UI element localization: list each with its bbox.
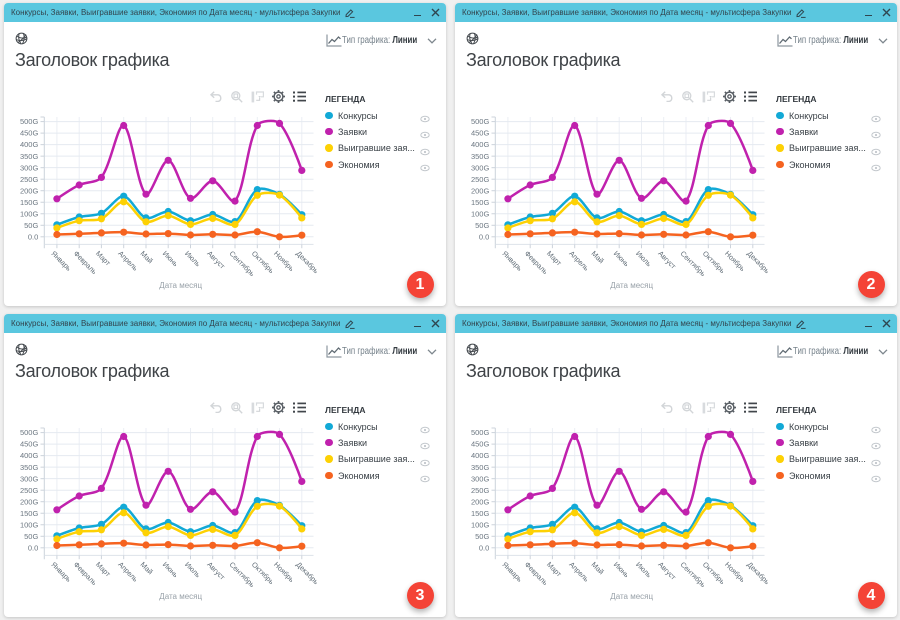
svg-text:Август: Август bbox=[205, 249, 227, 271]
svg-text:150G: 150G bbox=[20, 198, 39, 207]
svg-text:Март: Март bbox=[94, 560, 113, 579]
svg-text:150G: 150G bbox=[20, 509, 39, 518]
svg-text:250G: 250G bbox=[20, 175, 39, 184]
svg-text:200G: 200G bbox=[20, 497, 39, 506]
svg-text:Май: Май bbox=[139, 560, 155, 576]
svg-text:100G: 100G bbox=[471, 520, 490, 529]
svg-text:100G: 100G bbox=[20, 209, 39, 218]
svg-text:50G: 50G bbox=[475, 532, 489, 541]
svg-text:Ноябрь: Ноябрь bbox=[723, 249, 747, 273]
svg-text:100G: 100G bbox=[471, 209, 490, 218]
svg-text:Декабрь: Декабрь bbox=[294, 249, 320, 275]
svg-text:150G: 150G bbox=[471, 198, 490, 207]
svg-text:200G: 200G bbox=[471, 186, 490, 195]
svg-text:450G: 450G bbox=[471, 129, 490, 138]
svg-text:450G: 450G bbox=[20, 440, 39, 449]
svg-text:0.0: 0.0 bbox=[28, 232, 38, 241]
svg-text:Ноябрь: Ноябрь bbox=[723, 560, 747, 584]
svg-text:100G: 100G bbox=[20, 520, 39, 529]
svg-text:Январь: Январь bbox=[49, 249, 73, 273]
svg-text:0.0: 0.0 bbox=[479, 232, 489, 241]
svg-text:400G: 400G bbox=[20, 140, 39, 149]
svg-text:Июль: Июль bbox=[634, 560, 654, 580]
svg-text:50G: 50G bbox=[24, 532, 38, 541]
svg-text:Ноябрь: Ноябрь bbox=[272, 560, 296, 584]
svg-text:300G: 300G bbox=[20, 474, 39, 483]
svg-text:400G: 400G bbox=[471, 140, 490, 149]
svg-text:200G: 200G bbox=[471, 497, 490, 506]
svg-text:Ноябрь: Ноябрь bbox=[272, 249, 296, 273]
svg-text:Декабрь: Декабрь bbox=[294, 560, 320, 586]
svg-text:Июнь: Июнь bbox=[161, 249, 180, 268]
svg-text:Июль: Июль bbox=[634, 249, 654, 269]
svg-text:Апрель: Апрель bbox=[116, 560, 140, 584]
svg-text:Дата месяц: Дата месяц bbox=[610, 592, 653, 601]
svg-text:300G: 300G bbox=[20, 163, 39, 172]
svg-text:450G: 450G bbox=[471, 440, 490, 449]
svg-text:300G: 300G bbox=[471, 474, 490, 483]
svg-text:350G: 350G bbox=[471, 463, 490, 472]
svg-text:Март: Март bbox=[545, 249, 564, 268]
svg-text:Дата месяц: Дата месяц bbox=[159, 592, 202, 601]
svg-text:350G: 350G bbox=[20, 463, 39, 472]
svg-text:Январь: Январь bbox=[500, 560, 524, 584]
svg-text:Апрель: Апрель bbox=[567, 249, 591, 273]
svg-text:Декабрь: Декабрь bbox=[745, 249, 771, 275]
svg-text:Июнь: Июнь bbox=[161, 560, 180, 579]
svg-text:Март: Март bbox=[545, 560, 564, 579]
svg-text:Апрель: Апрель bbox=[567, 560, 591, 584]
svg-text:Август: Август bbox=[656, 560, 678, 582]
svg-text:50G: 50G bbox=[24, 221, 38, 230]
svg-text:Июнь: Июнь bbox=[612, 560, 631, 579]
svg-text:400G: 400G bbox=[471, 451, 490, 460]
svg-text:350G: 350G bbox=[471, 152, 490, 161]
svg-text:50G: 50G bbox=[475, 221, 489, 230]
svg-text:0.0: 0.0 bbox=[28, 543, 38, 552]
svg-text:Август: Август bbox=[205, 560, 227, 582]
svg-text:Декабрь: Декабрь bbox=[745, 560, 771, 586]
svg-text:500G: 500G bbox=[20, 117, 39, 126]
svg-text:500G: 500G bbox=[20, 428, 39, 437]
svg-text:150G: 150G bbox=[471, 509, 490, 518]
svg-text:Май: Май bbox=[590, 560, 606, 576]
svg-text:250G: 250G bbox=[471, 175, 490, 184]
svg-text:300G: 300G bbox=[471, 163, 490, 172]
svg-text:500G: 500G bbox=[471, 117, 490, 126]
svg-text:Июль: Июль bbox=[183, 249, 203, 269]
svg-text:400G: 400G bbox=[20, 451, 39, 460]
svg-text:Май: Май bbox=[590, 249, 606, 265]
svg-text:Август: Август bbox=[656, 249, 678, 271]
svg-text:Май: Май bbox=[139, 249, 155, 265]
svg-text:Апрель: Апрель bbox=[116, 249, 140, 273]
svg-text:Январь: Январь bbox=[49, 560, 73, 584]
svg-text:350G: 350G bbox=[20, 152, 39, 161]
svg-text:Июль: Июль bbox=[183, 560, 203, 580]
svg-text:500G: 500G bbox=[471, 428, 490, 437]
svg-text:Дата месяц: Дата месяц bbox=[610, 281, 653, 290]
svg-text:Январь: Январь bbox=[500, 249, 524, 273]
svg-text:250G: 250G bbox=[20, 486, 39, 495]
svg-text:200G: 200G bbox=[20, 186, 39, 195]
svg-text:250G: 250G bbox=[471, 486, 490, 495]
svg-text:Март: Март bbox=[94, 249, 113, 268]
svg-text:450G: 450G bbox=[20, 129, 39, 138]
svg-text:0.0: 0.0 bbox=[479, 543, 489, 552]
svg-text:Июнь: Июнь bbox=[612, 249, 631, 268]
svg-text:Дата месяц: Дата месяц bbox=[159, 281, 202, 290]
